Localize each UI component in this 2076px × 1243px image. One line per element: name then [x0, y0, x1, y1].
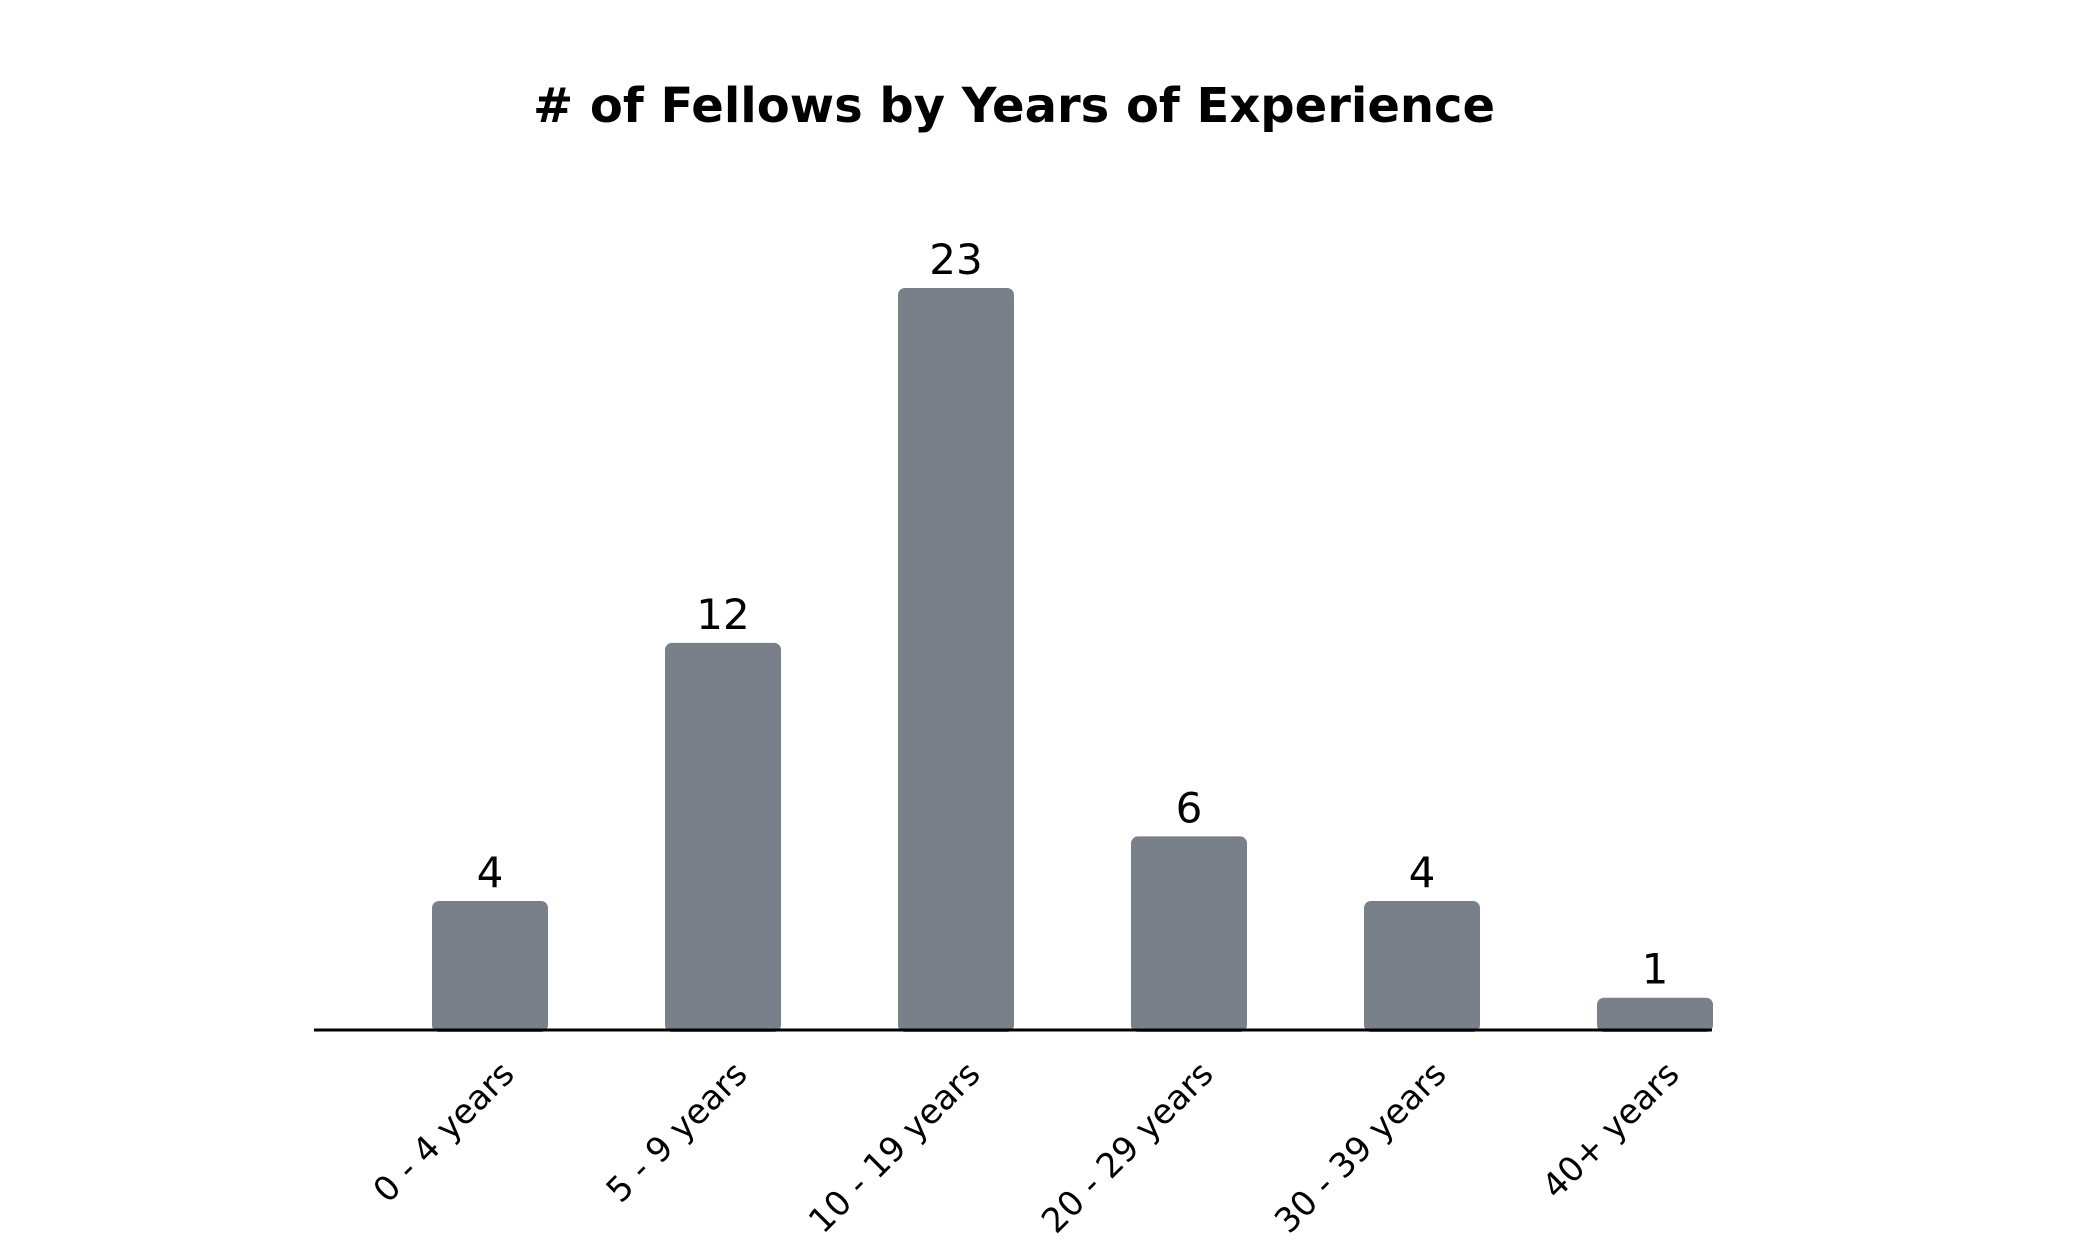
bar-2	[665, 642, 781, 1032]
value-label-3: 23	[929, 235, 982, 284]
bars-layer	[432, 288, 1713, 1032]
category-label-5: 30 - 39 years	[1267, 1054, 1454, 1241]
category-label-4: 20 - 29 years	[1034, 1054, 1221, 1241]
value-label-4: 6	[1176, 783, 1203, 832]
value-label-1: 4	[477, 848, 504, 897]
category-label-2: 5 - 9 years	[599, 1054, 756, 1211]
bar-1	[432, 900, 548, 1032]
category-label-1: 0 - 4 years	[366, 1054, 523, 1211]
bar-5	[1364, 900, 1480, 1032]
category-labels-layer: 0 - 4 years 5 - 9 years 10 - 19 years 20 - …	[366, 1054, 1688, 1241]
bar-6	[1597, 997, 1713, 1032]
value-labels-layer: 4 12 23 6 4 1	[477, 235, 1669, 994]
value-label-6: 1	[1642, 945, 1669, 994]
value-label-2: 12	[696, 590, 749, 639]
bar-4	[1131, 836, 1247, 1032]
bar-3	[898, 288, 1014, 1032]
chart-title: # of Fellows by Years of Experience	[533, 78, 1495, 134]
category-label-3: 10 - 19 years	[801, 1054, 988, 1241]
value-label-5: 4	[1409, 848, 1436, 897]
category-label-6: 40+ years	[1535, 1054, 1688, 1207]
